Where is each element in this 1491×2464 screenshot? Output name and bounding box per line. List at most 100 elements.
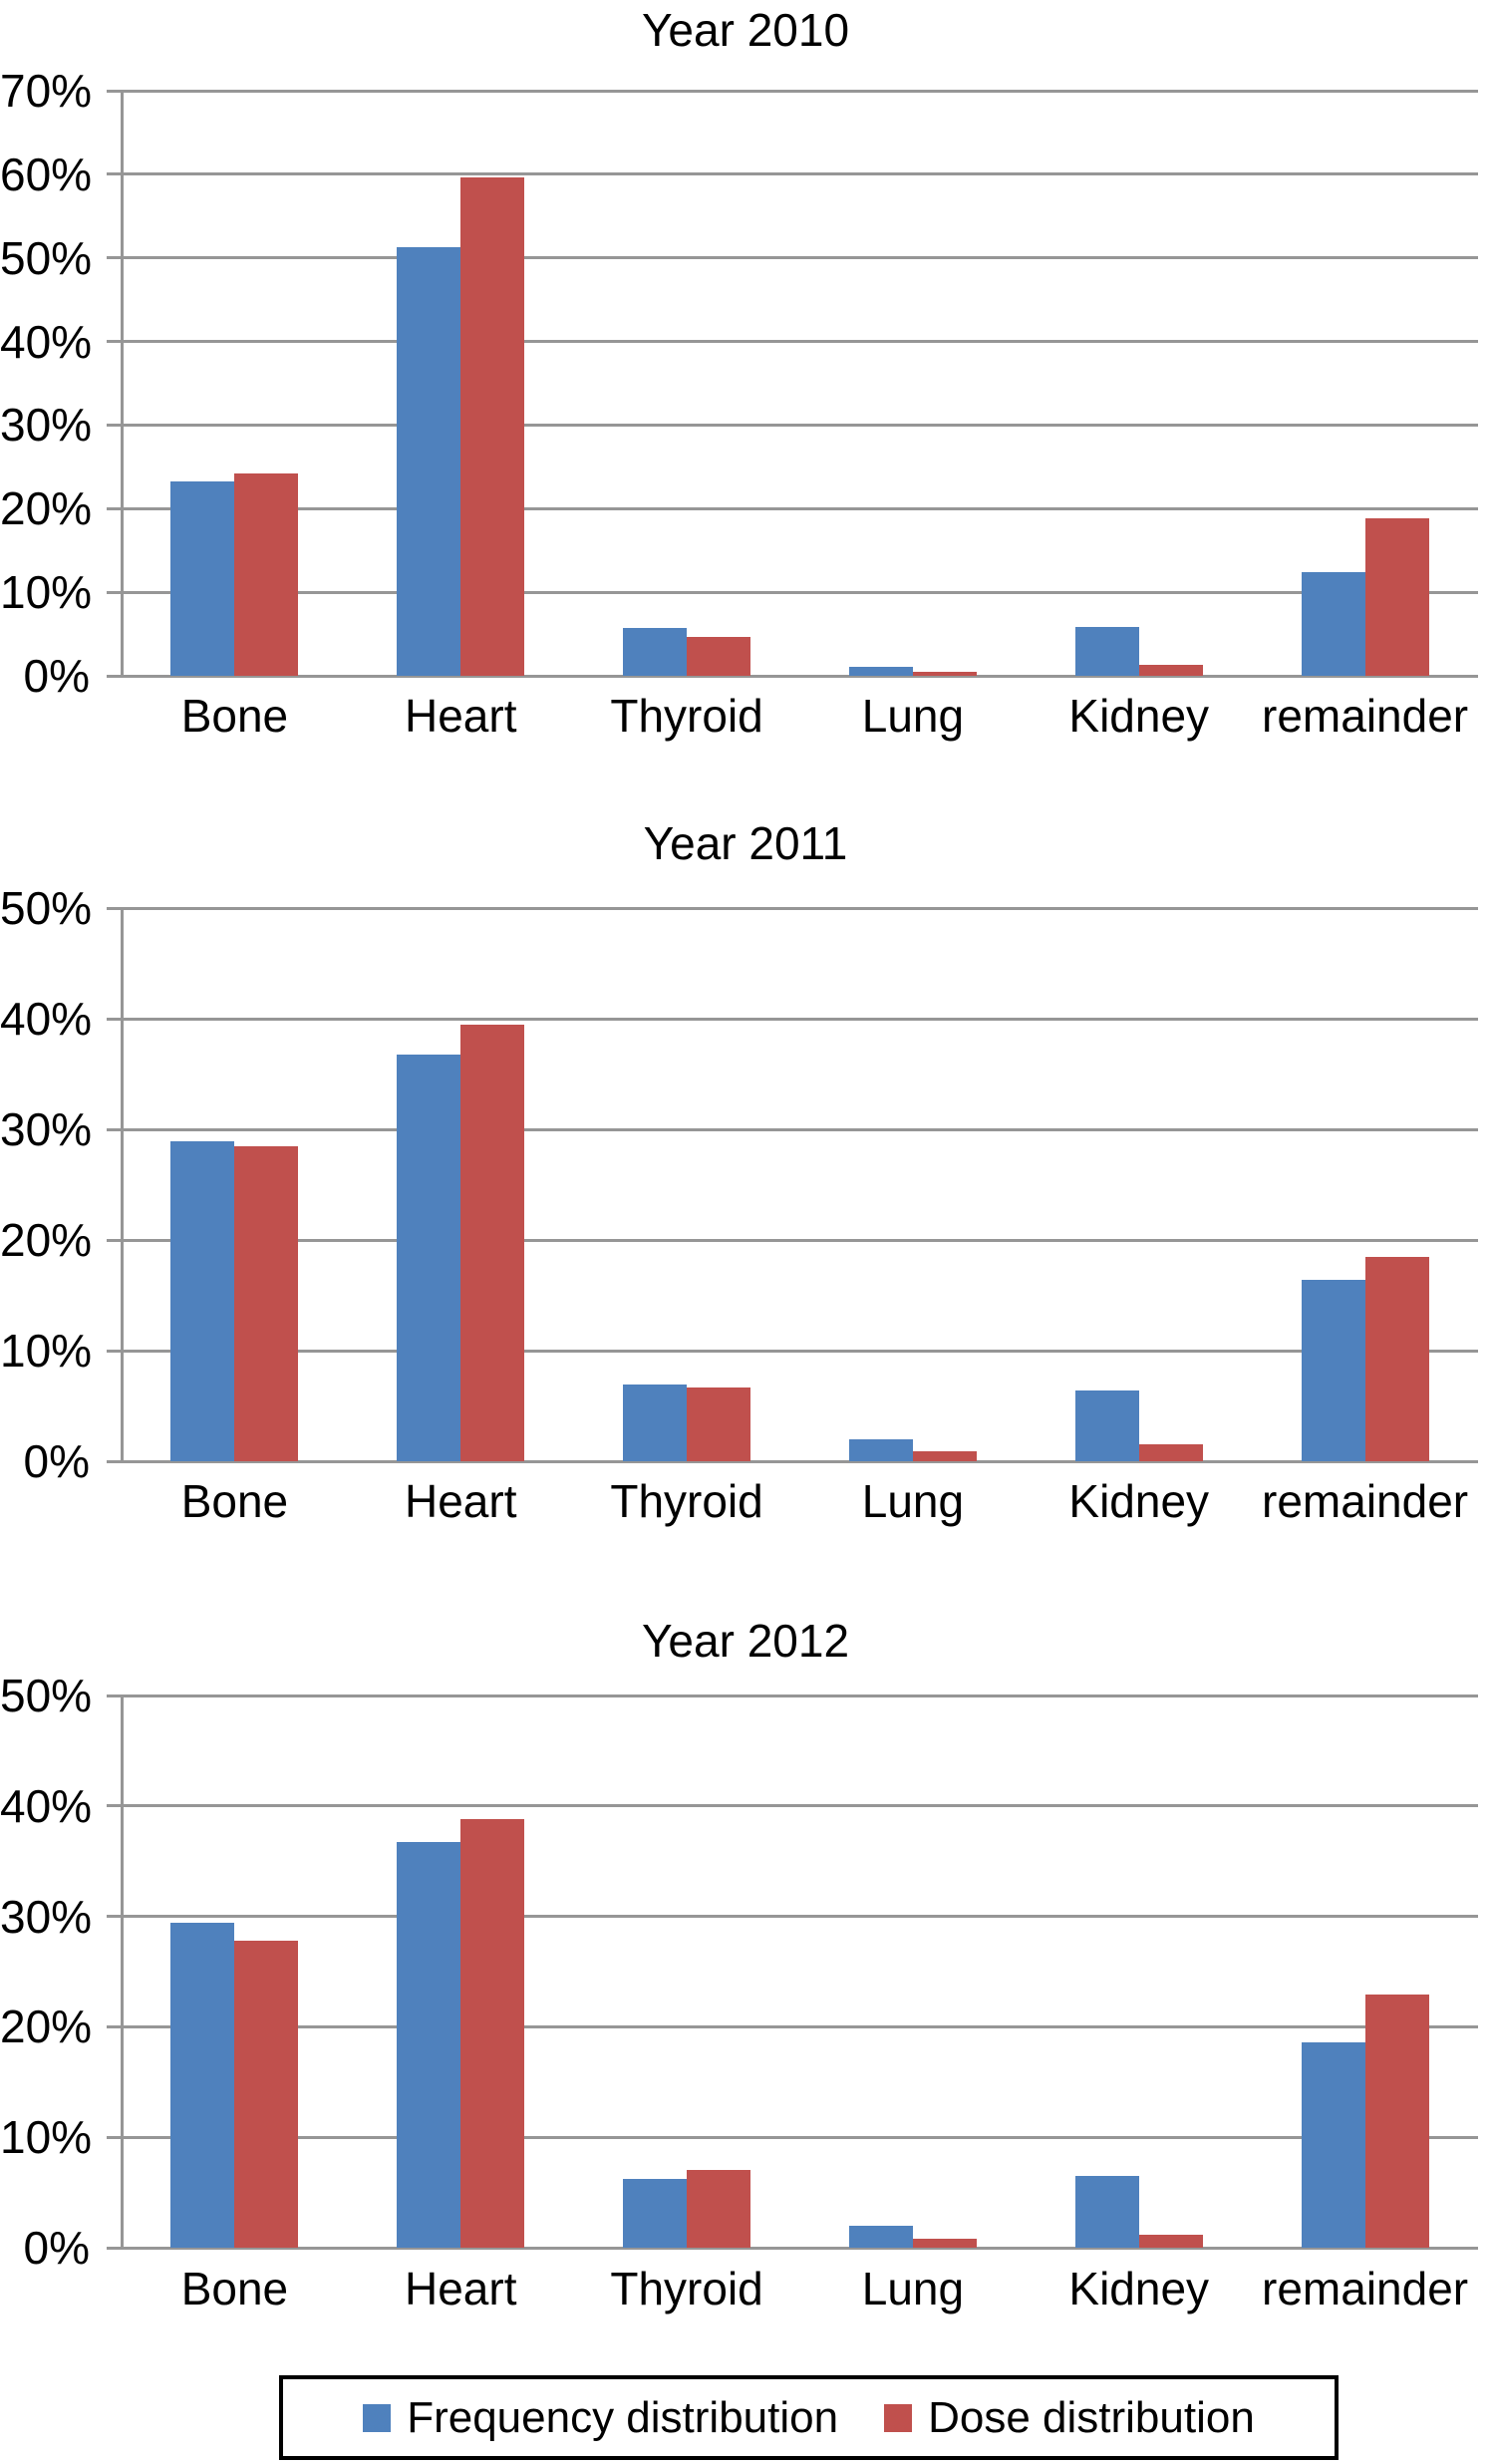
y-axis-tick: [107, 1804, 122, 1808]
y-tick-label: 10%: [0, 1325, 93, 1377]
x-axis-label: Heart: [405, 690, 517, 742]
bar-dose-bone: [234, 1145, 299, 1461]
bar-dose-thyroid: [687, 2170, 751, 2248]
x-axis-label: Thyroid: [610, 2263, 763, 2314]
y-tick-label: 20%: [0, 482, 93, 535]
gridline: [122, 674, 1478, 678]
x-axis-label: Heart: [405, 1475, 517, 1527]
x-axis-label: remainder: [1262, 2263, 1469, 2314]
gridline: [122, 1238, 1478, 1242]
bar-frequency-thyroid: [623, 2179, 688, 2248]
bar-frequency-heart: [397, 246, 461, 676]
legend-label-dose: Dose distribution: [928, 2392, 1255, 2442]
y-axis-tick: [107, 1127, 122, 1131]
y-axis-tick: [107, 256, 122, 260]
bar-frequency-remainder: [1301, 572, 1365, 676]
dose-swatch-icon: [884, 2403, 913, 2432]
gridline: [122, 423, 1478, 427]
y-tick-label: 20%: [0, 2001, 93, 2053]
bar-dose-heart: [460, 1024, 525, 1461]
bar-dose-remainder: [1364, 518, 1429, 676]
y-tick-label: 10%: [0, 2111, 93, 2164]
chart-title-year-2011: Year 2011: [643, 817, 848, 869]
bar-frequency-kidney: [1074, 627, 1139, 676]
bar-dose-lung: [912, 1451, 977, 1461]
x-axis-label: Bone: [180, 1475, 289, 1527]
y-tick-label: 0%: [23, 2222, 90, 2274]
y-axis-tick: [107, 423, 122, 427]
y-axis-tick: [107, 89, 122, 93]
y-tick-label: 30%: [0, 1890, 93, 1943]
x-axis-label: Bone: [180, 2263, 289, 2314]
x-axis-label: Thyroid: [610, 690, 763, 742]
y-tick-label: 30%: [0, 399, 93, 452]
bar-dose-heart: [460, 177, 525, 676]
gridline: [122, 1349, 1478, 1353]
y-tick-label: 30%: [0, 1103, 93, 1155]
gridline: [122, 89, 1478, 93]
y-axis-tick: [107, 506, 122, 510]
bar-dose-lung: [912, 671, 977, 676]
bar-dose-kidney: [1138, 1444, 1203, 1461]
gridline: [122, 590, 1478, 594]
gridline: [122, 1915, 1478, 1919]
bar-dose-thyroid: [687, 636, 751, 676]
bar-frequency-lung: [848, 666, 913, 676]
gridline: [122, 2024, 1478, 2028]
gridline: [122, 1127, 1478, 1131]
gridline: [122, 506, 1478, 510]
bar-frequency-kidney: [1074, 2175, 1139, 2248]
bar-frequency-kidney: [1074, 1389, 1139, 1461]
y-tick-label: 40%: [0, 315, 93, 368]
y-axis-tick: [107, 1915, 122, 1919]
y-axis-tick: [107, 906, 122, 910]
gridline: [122, 172, 1478, 176]
x-axis-label: Bone: [180, 690, 289, 742]
bar-dose-thyroid: [687, 1386, 751, 1461]
bar-dose-kidney: [1138, 665, 1203, 676]
bar-frequency-lung: [848, 1438, 913, 1461]
frequency-swatch-icon: [363, 2403, 392, 2432]
y-tick-label: 0%: [23, 1435, 90, 1487]
y-tick-label: 40%: [0, 993, 93, 1045]
gridline: [122, 2135, 1478, 2139]
bar-frequency-remainder: [1301, 2041, 1365, 2248]
x-axis-label: remainder: [1262, 690, 1469, 742]
y-tick-label: 40%: [0, 1779, 93, 1832]
y-axis-tick: [107, 2135, 122, 2139]
y-axis-tick: [107, 674, 122, 678]
y-axis-tick: [107, 1694, 122, 1697]
bar-dose-remainder: [1364, 1256, 1429, 1461]
x-axis-label: Lung: [861, 2263, 965, 2314]
y-axis-tick: [107, 1459, 122, 1463]
gridline: [122, 1804, 1478, 1808]
y-tick-label: 50%: [0, 231, 93, 284]
bar-frequency-remainder: [1301, 1279, 1365, 1461]
bar-dose-heart: [460, 1819, 525, 2248]
y-tick-label: 70%: [0, 65, 93, 117]
y-axis-tick: [107, 1017, 122, 1021]
x-axis-label: Thyroid: [610, 1475, 763, 1527]
y-axis-tick: [107, 1349, 122, 1353]
x-axis-label: Kidney: [1068, 2263, 1210, 2314]
bar-frequency-lung: [848, 2225, 913, 2248]
chart-title-year-2012: Year 2012: [641, 1615, 850, 1667]
gridline: [122, 256, 1478, 260]
gridline: [122, 906, 1478, 910]
y-axis-line: [121, 908, 124, 1461]
y-tick-label: 60%: [0, 148, 93, 200]
legend: Frequency distribution Dose distribution: [279, 2375, 1339, 2460]
gridline: [122, 2246, 1478, 2250]
bar-frequency-bone: [170, 1141, 235, 1461]
y-tick-label: 50%: [0, 1670, 93, 1721]
y-axis-tick: [107, 2246, 122, 2250]
bar-frequency-bone: [170, 480, 235, 676]
legend-item-dose: Dose distribution: [884, 2392, 1255, 2442]
y-axis-tick: [107, 172, 122, 176]
y-axis-tick: [107, 590, 122, 594]
x-axis-label: remainder: [1262, 1475, 1469, 1527]
y-axis-tick: [107, 1238, 122, 1242]
bar-dose-bone: [234, 1940, 299, 2248]
bar-dose-lung: [912, 2239, 977, 2248]
y-tick-label: 0%: [23, 650, 90, 702]
